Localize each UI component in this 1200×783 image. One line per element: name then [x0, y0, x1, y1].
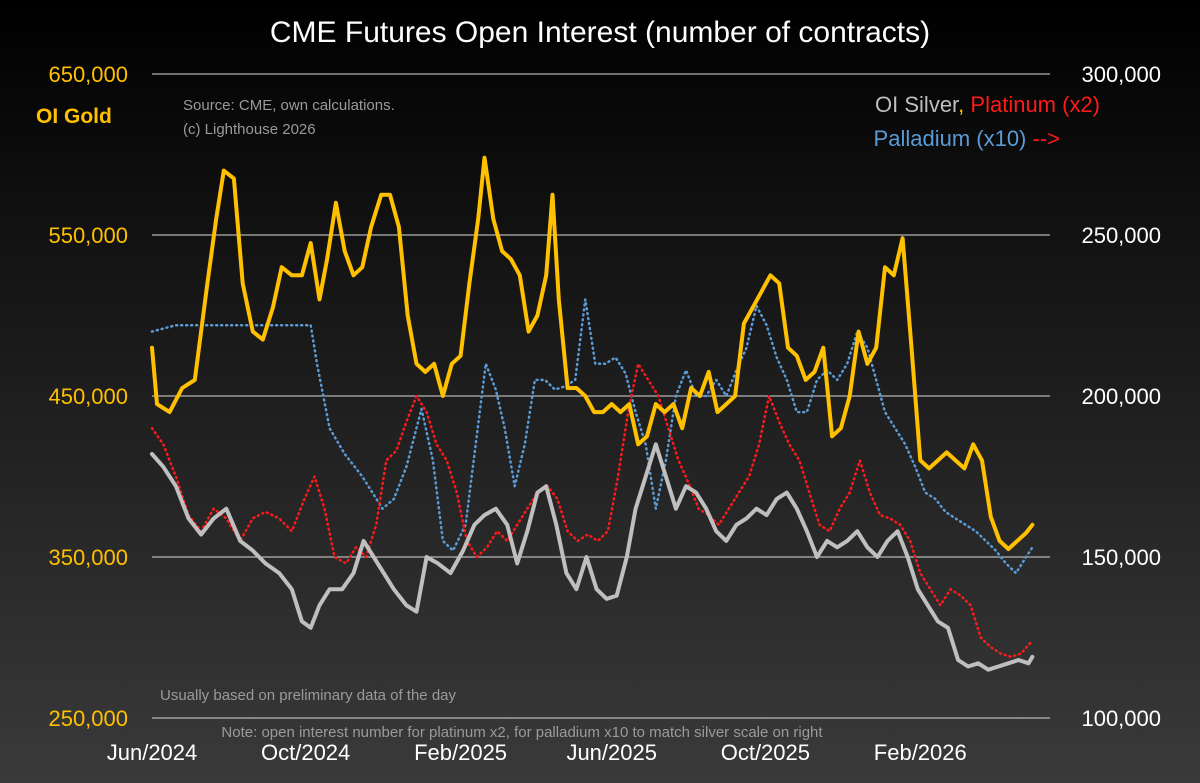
right-axis-ticks: 300,000 250,000 200,000 150,000 100,000 [1081, 62, 1161, 731]
source-note: Source: CME, own calculations. [183, 97, 395, 114]
left-tick-label: 650,000 [48, 62, 128, 87]
series-lines [150, 155, 1035, 672]
right-tick-label: 250,000 [1081, 223, 1161, 248]
x-tick-label: Jun/2024 [107, 740, 198, 765]
copyright-note: (c) Lighthouse 2026 [183, 121, 316, 138]
x-tick-label: Jun/2025 [566, 740, 657, 765]
legend-silver: OI Silver [875, 92, 959, 117]
chart-title: CME Futures Open Interest (number of con… [270, 16, 930, 49]
right-tick-label: 300,000 [1081, 62, 1161, 87]
footnote-scale: Note: open interest number for platinum … [221, 724, 823, 741]
legend-separator: , [958, 92, 970, 117]
x-tick-label: Feb/2025 [414, 740, 507, 765]
legend-platinum: Platinum (x2) [970, 92, 1100, 117]
footnote-preliminary: Usually based on preliminary data of the… [160, 687, 457, 704]
series-silver [150, 442, 1035, 672]
left-axis-ticks: 650,000 550,000 450,000 350,000 250,000 [48, 62, 128, 731]
grid-lines [152, 73, 1050, 719]
left-axis-label: OI Gold [36, 105, 112, 128]
left-tick-label: 450,000 [48, 384, 128, 409]
legend-palladium-arrow: --> [1033, 126, 1061, 151]
legend-palladium-text: Palladium (x10) [874, 126, 1033, 151]
right-tick-label: 100,000 [1081, 706, 1161, 731]
right-tick-label: 150,000 [1081, 545, 1161, 570]
series-gold [150, 155, 1035, 551]
left-tick-label: 550,000 [48, 223, 128, 248]
x-tick-label: Oct/2025 [721, 740, 810, 765]
left-tick-label: 350,000 [48, 545, 128, 570]
series-platinum [150, 362, 1034, 659]
legend-palladium: Palladium (x10) --> [874, 126, 1060, 151]
series-palladium [150, 298, 1034, 575]
legend-silver-platinum: OI Silver, Platinum (x2) [875, 92, 1100, 117]
right-tick-label: 200,000 [1081, 384, 1161, 409]
x-axis-ticks: Jun/2024 Oct/2024 Feb/2025 Jun/2025 Oct/2025… [107, 740, 967, 765]
x-tick-label: Feb/2026 [874, 740, 967, 765]
left-tick-label: 250,000 [48, 706, 128, 731]
x-tick-label: Oct/2024 [261, 740, 350, 765]
